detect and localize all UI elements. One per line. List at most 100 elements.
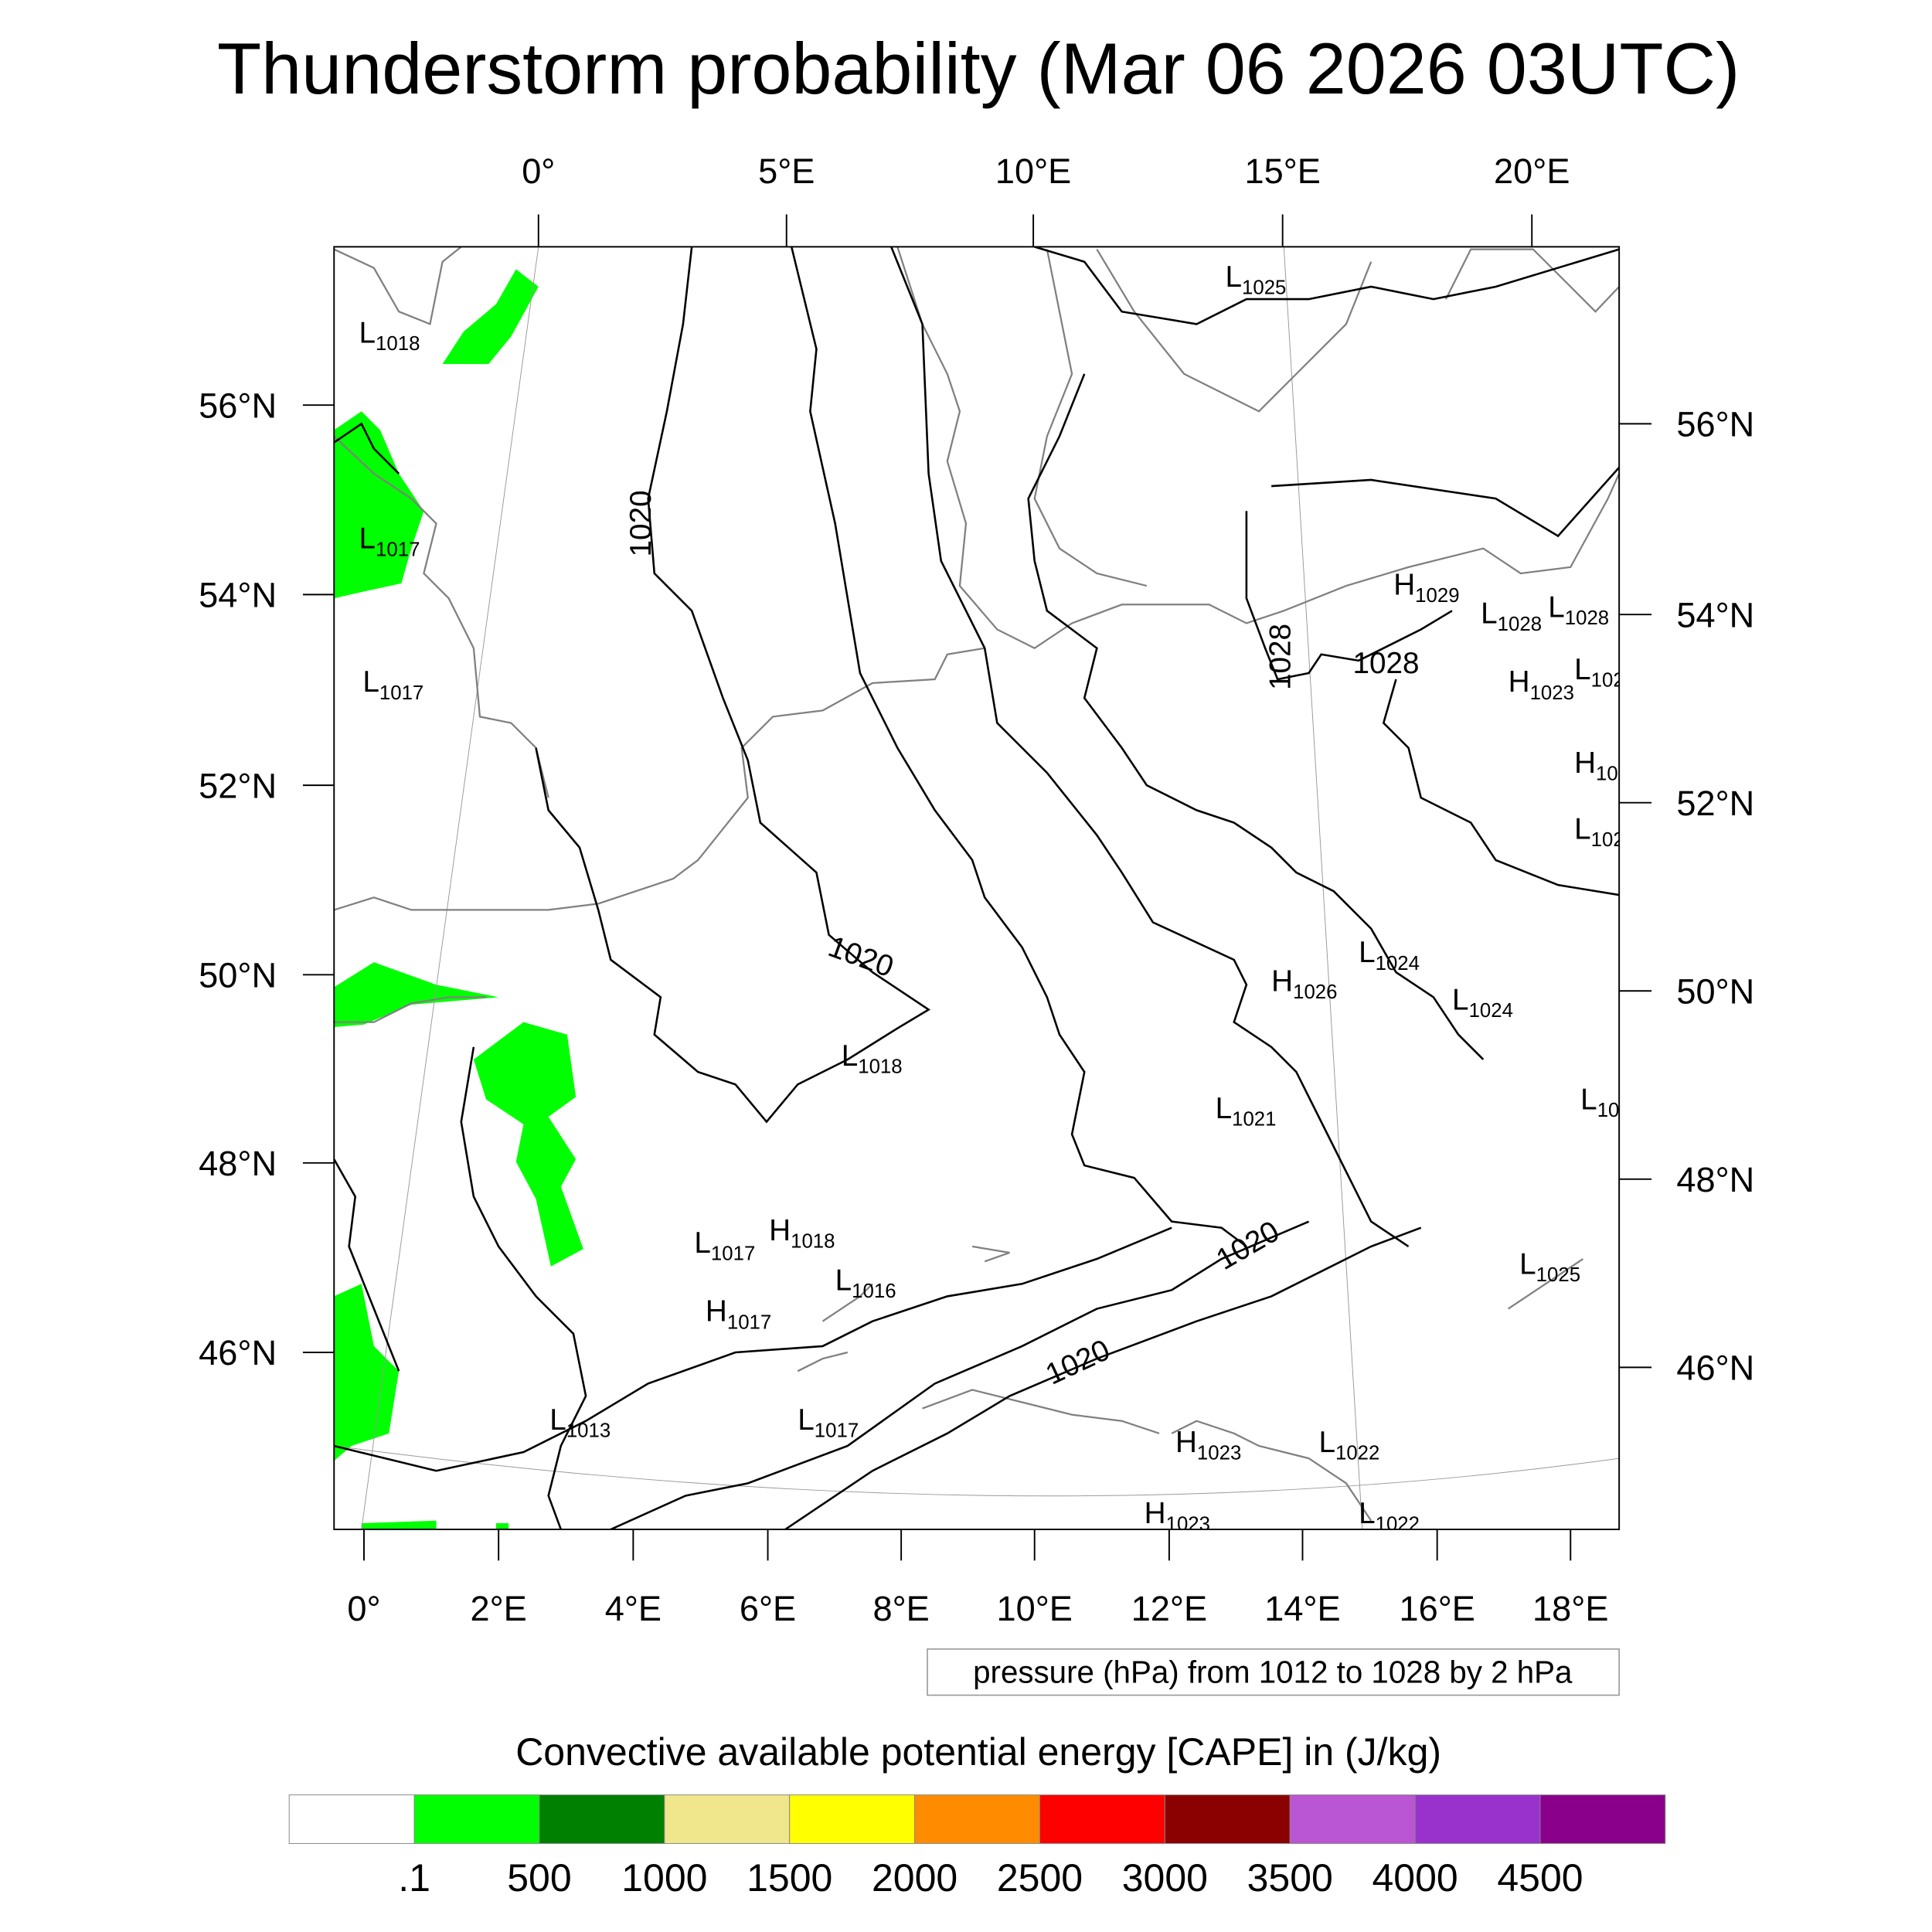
low-pressure-label: L102 — [1574, 812, 1624, 851]
top-lon-label: 5°E — [758, 151, 815, 191]
low-pressure-label: L1028 — [1548, 590, 1609, 629]
center-value: 1023 — [1166, 1514, 1210, 1536]
center-type: H — [1175, 1426, 1197, 1459]
low-pressure-label: L10 — [1580, 1083, 1619, 1121]
center-value: 1024 — [1469, 1000, 1513, 1022]
high-pressure-label: H10 — [1574, 747, 1618, 785]
low-pressure-label: L1018 — [842, 1039, 903, 1078]
low-pressure-label: L102 — [1574, 653, 1624, 692]
colorbar-tick-label: .1 — [398, 1856, 430, 1900]
high-pressure-label: H1026 — [1271, 964, 1337, 1003]
colorbar-tick-label: 4000 — [1372, 1856, 1458, 1900]
center-type: L — [549, 1403, 566, 1437]
left-lat-label: 56°N — [199, 386, 277, 425]
center-type: L — [694, 1226, 711, 1260]
center-type: L — [1359, 936, 1376, 969]
center-type: H — [1393, 568, 1415, 601]
bottom-lon-label: 10°E — [997, 1589, 1073, 1628]
colorbar-title: Convective available potential energy [C… — [515, 1730, 1441, 1774]
cape-patch — [473, 1022, 583, 1267]
bottom-lon-label: 2°E — [471, 1589, 527, 1628]
coastlines — [334, 247, 1620, 1522]
center-type: H — [706, 1295, 727, 1328]
low-pressure-label: L1013 — [549, 1403, 611, 1442]
center-value: 1017 — [711, 1243, 755, 1265]
high-pressure-label: H1018 — [769, 1214, 835, 1253]
top-lon-label: 20°E — [1494, 151, 1570, 191]
right-lat-label: 52°N — [1676, 784, 1754, 823]
center-type: H — [1271, 964, 1293, 998]
left-lat-label: 52°N — [199, 766, 277, 805]
low-pressure-label: L1028 — [1481, 597, 1542, 635]
high-pressure-label: H1023 — [1145, 1497, 1210, 1536]
colorbar-tick-label: 4500 — [1497, 1856, 1583, 1900]
low-pressure-label: L1022 — [1359, 1497, 1420, 1536]
bottom-lon-label: 4°E — [605, 1589, 662, 1628]
high-pressure-label: H1017 — [706, 1295, 771, 1334]
low-pressure-label: L1017 — [362, 665, 423, 704]
bottom-lon-label: 18°E — [1532, 1589, 1608, 1628]
right-lat-label: 46°N — [1676, 1348, 1754, 1387]
top-lon-label: 10°E — [995, 151, 1071, 191]
cape-patch — [442, 269, 539, 364]
colorbar-swatch — [1414, 1794, 1541, 1844]
pressure-legend-box — [927, 1648, 1620, 1696]
low-pressure-label: L1025 — [1519, 1247, 1580, 1286]
bottom-lon-label: 8°E — [872, 1589, 929, 1628]
map-area: L1018L1017L1017L1025H1029L1028L1028H1023… — [334, 247, 1624, 1536]
low-pressure-label: L1025 — [1225, 260, 1286, 299]
colorbar-tick-label: 1500 — [747, 1856, 832, 1900]
pressure-centers: L1018L1017L1017L1025H1029L1028L1028H1023… — [359, 260, 1624, 1536]
low-pressure-label: L1018 — [359, 317, 420, 355]
left-lat-label: 48°N — [199, 1144, 277, 1183]
colorbar-swatch — [1539, 1794, 1666, 1844]
center-type: L — [1580, 1083, 1597, 1116]
isobar-value-label: 1028 — [1264, 624, 1297, 690]
right-lat-label: 50°N — [1676, 971, 1754, 1011]
center-value: 1022 — [1376, 1514, 1420, 1536]
center-value: 1024 — [1376, 953, 1420, 975]
center-type: H — [1509, 665, 1530, 699]
center-value: 1013 — [566, 1420, 611, 1442]
center-value: 1017 — [379, 682, 423, 704]
colorbar-swatch — [914, 1794, 1040, 1844]
high-pressure-label: H1023 — [1175, 1426, 1241, 1464]
map-frame — [333, 246, 1621, 1530]
colorbar-swatch — [1039, 1794, 1165, 1844]
center-value: 1028 — [1565, 607, 1609, 629]
colorbar-swatch — [1164, 1794, 1291, 1844]
center-type: L — [1574, 653, 1591, 686]
center-value: 1023 — [1530, 682, 1574, 704]
colorbar-tick-label: 3500 — [1247, 1856, 1333, 1900]
center-type: L — [1318, 1426, 1335, 1459]
center-value: 1017 — [815, 1420, 859, 1442]
cape-patch — [495, 1522, 509, 1530]
center-type: L — [798, 1403, 815, 1437]
cape-patch — [361, 1520, 437, 1530]
colorbar-tick-label: 2000 — [872, 1856, 957, 1900]
colorbar-tick-label: 3000 — [1122, 1856, 1208, 1900]
right-lat-label: 56°N — [1676, 405, 1754, 444]
center-type: L — [842, 1039, 859, 1073]
pressure-legend-text: pressure (hPa) from 1012 to 1028 by 2 hP… — [973, 1654, 1573, 1689]
isobar-value-label: 1020 — [624, 490, 658, 556]
center-type: L — [1225, 260, 1242, 294]
center-value: 1018 — [376, 333, 420, 355]
top-lon-label: 0° — [522, 151, 555, 191]
center-type: L — [359, 522, 376, 556]
center-type: L — [1216, 1092, 1233, 1125]
bottom-lon-label: 0° — [347, 1589, 380, 1628]
center-type: H — [1574, 747, 1596, 780]
center-value: 1018 — [791, 1231, 835, 1253]
center-value: 10 — [1596, 764, 1618, 785]
center-value: 1016 — [852, 1281, 896, 1302]
center-type: L — [362, 665, 379, 699]
colorbar-tick-label: 2500 — [997, 1856, 1083, 1900]
colorbar-swatch — [288, 1794, 415, 1844]
isobars — [334, 247, 1620, 1530]
center-value: 1026 — [1293, 981, 1337, 1003]
center-type: H — [1145, 1497, 1166, 1530]
center-value: 1025 — [1536, 1264, 1580, 1286]
center-value: 102 — [1591, 670, 1624, 692]
low-pressure-label: L1017 — [798, 1403, 859, 1442]
